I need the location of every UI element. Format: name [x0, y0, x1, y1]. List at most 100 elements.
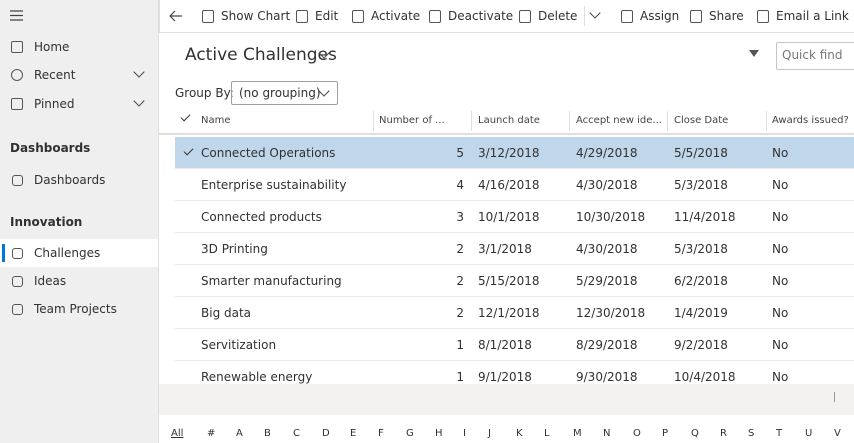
column-header[interactable]: Name — [201, 115, 231, 126]
alphabet-filter[interactable]: S — [748, 428, 755, 439]
row-divider — [175, 232, 854, 233]
alphabet-filter[interactable]: H — [435, 428, 443, 439]
alphabet-filter[interactable]: C — [293, 428, 300, 439]
command-button[interactable]: Email a Link — [776, 9, 849, 23]
back-icon[interactable] — [169, 9, 183, 23]
alphabet-filter[interactable]: F — [378, 428, 384, 439]
column-separator — [766, 111, 767, 131]
cell: 10/1/2018 — [478, 210, 540, 224]
command-icon — [757, 10, 769, 23]
column-header[interactable]: Launch date — [478, 115, 540, 126]
record-link[interactable]: Big data — [201, 306, 252, 320]
command-icon — [352, 10, 364, 23]
command-button[interactable]: Activate — [371, 9, 421, 23]
cell: 12/1/2018 — [478, 306, 540, 320]
page-first-icon — [834, 392, 843, 402]
search-box[interactable] — [776, 42, 854, 70]
alphabet-filter[interactable]: U — [805, 428, 813, 439]
more-chevron — [589, 7, 601, 19]
column-header[interactable]: Close Date — [674, 115, 729, 126]
command-button[interactable]: Edit — [315, 9, 339, 23]
menu-icon[interactable] — [10, 10, 24, 21]
command-button[interactable]: Assign — [640, 9, 680, 23]
record-link[interactable]: 3D Printing — [201, 242, 268, 256]
row-divider — [175, 200, 854, 201]
view-title[interactable]: Active Challenges — [185, 45, 337, 65]
column-separator — [471, 111, 472, 131]
command-icon — [519, 10, 531, 23]
alphabet-filter[interactable]: # — [207, 428, 216, 439]
column-header[interactable]: Number of ... — [379, 115, 445, 126]
nav-item[interactable]: Recent — [34, 68, 76, 82]
alphabet-filter[interactable]: Q — [691, 428, 699, 439]
column-header[interactable]: Accept new ide... — [576, 115, 662, 126]
cell: 4 — [456, 178, 464, 192]
alphabet-filter[interactable]: J — [488, 428, 491, 439]
record-link[interactable]: Connected Operations — [201, 146, 336, 160]
cell: 4/16/2018 — [478, 178, 540, 192]
alphabet-filter[interactable]: K — [516, 428, 523, 439]
cell: 10/4/2018 — [674, 370, 736, 384]
alphabet-filter[interactable]: P — [662, 428, 669, 439]
cell: 12/30/2018 — [576, 306, 646, 320]
cell: No — [772, 146, 789, 160]
command-button[interactable]: Show Chart — [221, 9, 291, 23]
record-link[interactable]: Servitization — [201, 338, 277, 352]
alphabet-filter[interactable]: M — [573, 428, 582, 439]
nav-item[interactable]: Ideas — [34, 274, 67, 288]
cell: 5/3/2018 — [674, 242, 728, 256]
command-button[interactable]: Share — [709, 9, 744, 23]
alphabet-filter[interactable]: O — [633, 428, 641, 439]
alphabet-filter[interactable]: E — [350, 428, 357, 439]
grid-footer — [159, 384, 854, 415]
alphabet-filter[interactable]: D — [322, 428, 330, 439]
record-link[interactable]: Enterprise sustainability — [201, 178, 347, 192]
alphabet-filter[interactable]: I — [463, 428, 466, 439]
cell: No — [772, 178, 789, 192]
nav-item[interactable]: Home — [34, 40, 70, 54]
selected-bg — [0, 239, 158, 267]
alphabet-filter[interactable]: R — [720, 428, 727, 439]
command-icon — [429, 10, 441, 23]
command-bar: Show Chart Edit Activate Deactivate Delete As… — [159, 0, 854, 33]
alphabet-filter[interactable]: All — [171, 428, 184, 439]
nav-item[interactable]: Dashboards — [34, 173, 106, 187]
cell: No — [772, 306, 789, 320]
nav-icon — [11, 69, 23, 81]
cell: No — [772, 242, 789, 256]
cell: 3 — [456, 210, 464, 224]
alphabet-filter[interactable]: G — [406, 428, 414, 439]
nav-item[interactable]: Challenges — [34, 246, 101, 260]
alphabet-filter[interactable]: V — [834, 428, 841, 439]
side-nav: Home Recent Pinned Dashboards Dashboards Inno… — [0, 0, 159, 443]
command-button[interactable]: Delete — [538, 9, 578, 23]
group-by-label: Group By: — [175, 86, 234, 100]
command-icon — [296, 10, 308, 23]
nav-item[interactable]: Pinned — [34, 97, 75, 111]
record-link[interactable]: Smarter manufacturing — [201, 274, 342, 288]
cell: 5/5/2018 — [674, 146, 728, 160]
column-header[interactable]: Awards issued? — [772, 115, 849, 126]
row-divider — [175, 296, 854, 297]
record-link[interactable]: Renewable energy — [201, 370, 313, 384]
alphabet-filter[interactable]: A — [236, 428, 243, 439]
column-separator — [569, 111, 570, 131]
alphabet-filter[interactable]: B — [264, 428, 271, 439]
cell: 2 — [456, 242, 464, 256]
cell: 9/1/2018 — [478, 370, 532, 384]
group-by-dropdown[interactable] — [231, 81, 338, 105]
cell: 8/1/2018 — [478, 338, 532, 352]
alphabet-filter[interactable]: T — [776, 428, 783, 439]
record-link[interactable]: Connected products — [201, 210, 322, 224]
command-icon — [621, 10, 633, 23]
cell: 2 — [456, 306, 464, 320]
cell: 1 — [456, 338, 464, 352]
alphabet-filter[interactable]: N — [603, 428, 611, 439]
expand-chevron — [133, 95, 145, 107]
nav-icon — [11, 98, 23, 110]
nav-icon — [12, 276, 23, 287]
alphabet-filter[interactable]: L — [544, 428, 550, 439]
command-button[interactable]: Deactivate — [448, 9, 514, 23]
nav-item[interactable]: Team Projects — [34, 302, 117, 316]
